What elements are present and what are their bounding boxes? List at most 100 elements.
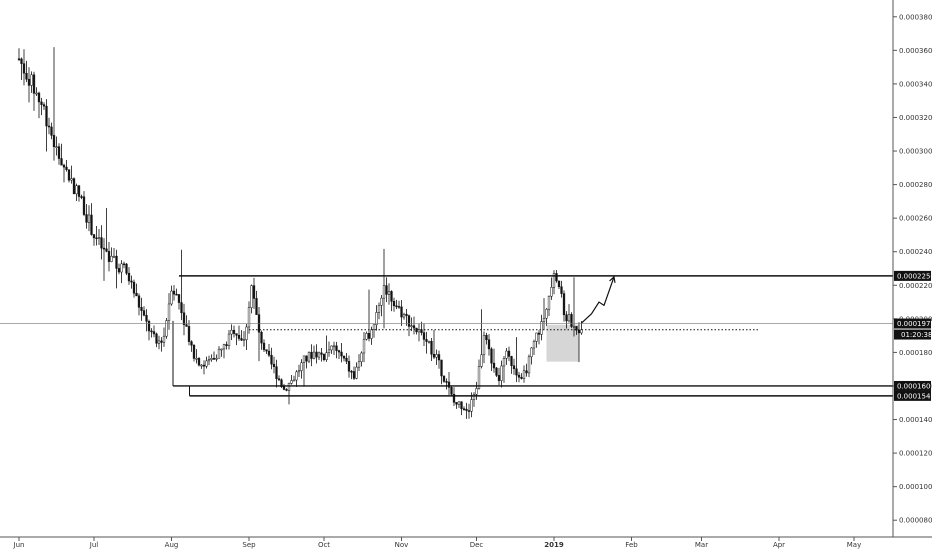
candle-body (505, 350, 508, 359)
candle-body (112, 255, 116, 258)
candle-body (405, 313, 408, 316)
candle-body (242, 339, 246, 341)
candle-body (270, 354, 273, 365)
candle-body (90, 214, 93, 235)
candle-body (230, 329, 233, 335)
candle-body (482, 334, 486, 356)
candle-body (542, 317, 546, 322)
candle-body (117, 268, 121, 273)
candle-body (390, 291, 393, 302)
candle-body (60, 158, 63, 166)
level-label: 0.0001600 (897, 382, 932, 390)
candle-body (425, 339, 428, 342)
candle-body (165, 320, 168, 337)
candle-body (140, 307, 143, 311)
candle-body (440, 359, 443, 377)
candle-body (62, 164, 66, 168)
candle-body (310, 351, 313, 359)
candle-body (145, 315, 148, 322)
candle-body (282, 386, 286, 390)
candle-body (520, 376, 523, 379)
candle-body (220, 348, 223, 351)
candle-body (262, 342, 266, 350)
candle-body (17, 58, 21, 60)
countdown-label-box (894, 329, 931, 340)
candle-body (575, 326, 578, 331)
candle-body (465, 408, 468, 411)
candle-body (135, 292, 138, 297)
candle-body (302, 355, 306, 364)
candle-body (27, 78, 31, 86)
candle-body (52, 135, 56, 148)
candle-body (355, 366, 358, 379)
candle-body (180, 302, 183, 314)
candle-body (485, 334, 488, 340)
candle-body (487, 339, 491, 350)
candle-body (370, 329, 373, 339)
candle-body (120, 263, 123, 273)
candle-body (545, 308, 548, 319)
candle-body (222, 344, 226, 350)
level-label: 0.0002256 (897, 272, 932, 280)
candle-body (480, 354, 483, 367)
candle-body (35, 92, 38, 95)
candle-body (447, 381, 451, 388)
candle-body (300, 362, 303, 371)
candle-body (45, 105, 48, 127)
candle-body (312, 351, 316, 359)
x-tick-label: Jul (89, 541, 99, 549)
candle-body (237, 334, 241, 339)
candle-body (30, 74, 33, 86)
candle-body (185, 324, 188, 327)
candle-body (472, 393, 476, 400)
candle-body (385, 285, 388, 295)
candle-body (547, 295, 551, 310)
candle-body (445, 381, 448, 383)
level-label: 0.0001541 (897, 392, 932, 400)
candle-body (467, 410, 471, 412)
candle-body (202, 364, 206, 367)
candle-body (137, 295, 141, 308)
candle-body (430, 341, 433, 355)
candle-body (252, 285, 256, 299)
last-price-label: 0.0001972 (897, 320, 932, 328)
candle-body (77, 185, 81, 197)
x-tick-label: Apr (773, 541, 785, 549)
candle-body (422, 332, 426, 340)
candle-body (407, 315, 411, 327)
candle-body (460, 401, 463, 409)
candle-body (245, 326, 248, 340)
candle-body (417, 329, 421, 333)
projection-arrow (581, 276, 615, 324)
candle-body (570, 314, 573, 327)
candle-body (322, 354, 326, 360)
candle-body (362, 338, 366, 354)
candle-body (272, 363, 276, 367)
candle-body (260, 331, 263, 344)
candle-body (515, 368, 518, 376)
candlestick-series (17, 47, 583, 419)
candle-body (352, 371, 356, 379)
candle-body (187, 326, 191, 342)
x-tick-label: Nov (395, 541, 409, 549)
candle-body (215, 357, 218, 360)
candle-body (315, 351, 318, 358)
candle-body (577, 329, 581, 334)
candle-body (167, 303, 171, 321)
candle-body (285, 389, 288, 391)
candle-body (175, 293, 178, 296)
annotation-layer (546, 324, 579, 362)
candle-body (335, 345, 338, 351)
candle-body (500, 365, 503, 381)
candle-body (410, 325, 413, 327)
x-tick-label: May (847, 541, 861, 549)
target-zone (546, 324, 579, 362)
candle-body (455, 402, 458, 405)
candle-body (57, 146, 61, 159)
candle-body (100, 237, 103, 249)
